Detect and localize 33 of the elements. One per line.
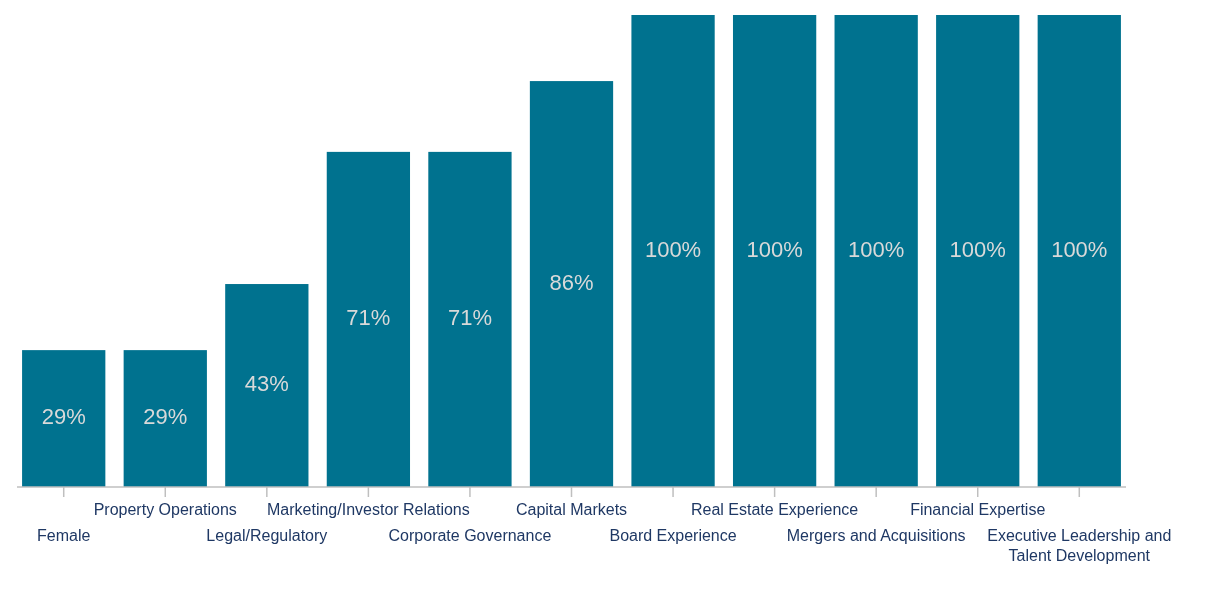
x-tick-label: Marketing/Investor Relations <box>267 501 470 518</box>
bar <box>1037 15 1121 487</box>
data-label: 71% <box>447 305 492 331</box>
bar <box>225 284 309 487</box>
x-tick-label: Legal/Regulatory <box>206 527 328 544</box>
bar <box>834 15 918 487</box>
data-label: 71% <box>346 305 391 331</box>
bar <box>936 15 1020 487</box>
data-label: 86% <box>549 269 594 295</box>
data-label: 100% <box>848 236 905 262</box>
data-label: 100% <box>949 236 1006 262</box>
x-tick-label: Financial Expertise <box>910 501 1046 518</box>
x-tick-label: Mergers and Acquisitions <box>786 527 966 544</box>
data-label: 100% <box>1051 236 1108 262</box>
x-tick-label: Board Experience <box>609 527 737 544</box>
x-tick-label: Executive Leadership and Talent Development <box>987 527 1172 564</box>
x-tick-label: Corporate Governance <box>388 527 552 544</box>
bar <box>428 151 512 487</box>
data-label: 43% <box>244 371 289 397</box>
x-tick-label: Capital Markets <box>515 501 628 518</box>
bar <box>123 350 207 487</box>
data-label: 29% <box>41 404 86 430</box>
bar <box>529 81 614 487</box>
data-label: 29% <box>143 404 188 430</box>
bar <box>22 350 106 487</box>
bar <box>326 151 411 487</box>
x-tick-label: Property Operations <box>93 501 237 518</box>
x-tick-label: Real Estate Experience <box>691 501 859 518</box>
bar <box>732 15 817 487</box>
data-label: 100% <box>746 236 803 262</box>
bar <box>631 15 715 487</box>
data-label: 100% <box>644 236 702 262</box>
x-tick-label: Female <box>37 527 91 544</box>
